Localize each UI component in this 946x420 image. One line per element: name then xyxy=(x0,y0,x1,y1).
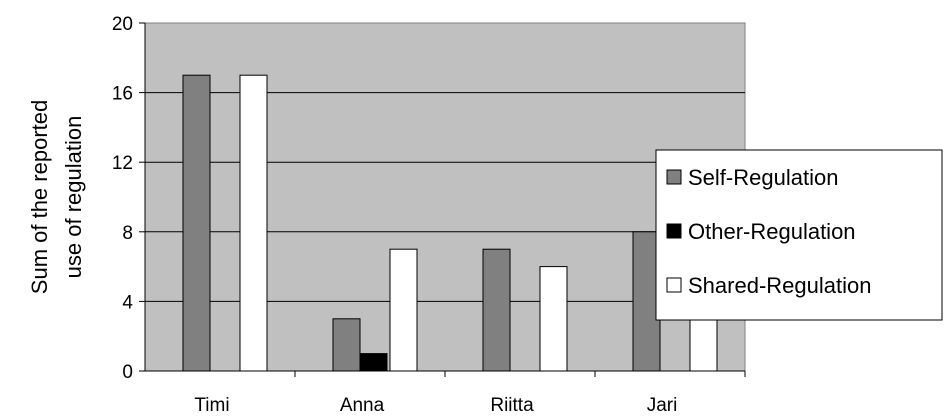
legend: Self-Regulation Other-Regulation Shared-Re… xyxy=(655,149,943,321)
y-tick-labels: 0 4 8 12 16 20 xyxy=(112,14,134,383)
x-category-label: Jari xyxy=(647,395,678,416)
x-category-labels: Timi Anna Riitta Jari xyxy=(194,395,677,416)
axes-group xyxy=(139,22,746,377)
legend-swatch-shared-regulation xyxy=(666,277,682,293)
x-category-label: Timi xyxy=(194,395,229,416)
legend-label-self-regulation: Self-Regulation xyxy=(688,165,838,190)
bar-shared-regulation-riitta xyxy=(539,266,568,372)
y-tick-label: 12 xyxy=(112,153,133,174)
legend-swatch-self-regulation xyxy=(666,169,682,185)
y-tick-label: 20 xyxy=(112,14,133,35)
y-axis-title: Sum of the reported use of regulation xyxy=(27,100,86,294)
legend-box xyxy=(655,149,943,321)
legend-swatch-other-regulation xyxy=(666,223,682,239)
y-tick-label: 0 xyxy=(122,362,133,383)
y-tick-label: 4 xyxy=(122,292,133,313)
bar-shared-regulation-anna xyxy=(389,248,418,372)
bar-self-regulation-timi xyxy=(182,74,211,372)
y-axis-title-line-2: use of regulation xyxy=(61,116,86,279)
bar-shared-regulation-timi xyxy=(239,74,268,372)
y-tick-label: 16 xyxy=(112,84,133,105)
y-axis-title-line-1: Sum of the reported xyxy=(27,100,52,294)
bar-other-regulation-anna xyxy=(359,353,388,372)
x-category-label: Riitta xyxy=(490,395,534,416)
bar-self-regulation-anna xyxy=(332,318,361,372)
x-category-label: Anna xyxy=(340,395,385,416)
legend-label-other-regulation: Other-Regulation xyxy=(688,219,856,244)
legend-label-shared-regulation: Shared-Regulation xyxy=(688,273,871,298)
bar-self-regulation-riitta xyxy=(482,248,511,372)
y-tick-label: 8 xyxy=(122,223,133,244)
